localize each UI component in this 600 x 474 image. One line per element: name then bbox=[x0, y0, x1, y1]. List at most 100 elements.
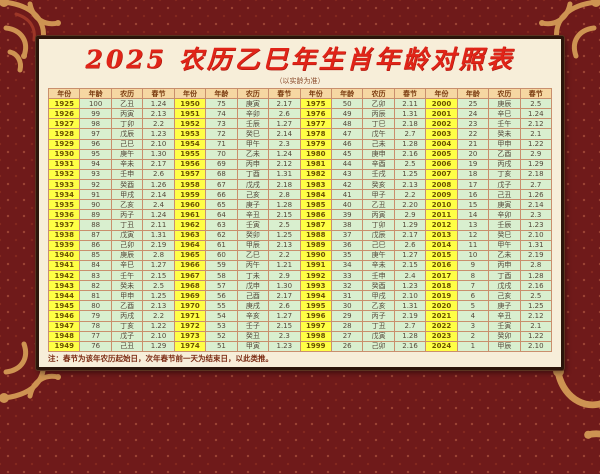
age-cell: 51 bbox=[205, 340, 238, 352]
age-cell: 72 bbox=[205, 128, 238, 140]
year-cell: 1955 bbox=[173, 148, 207, 160]
festival-cell: 2.14 bbox=[268, 128, 301, 140]
festival-cell: 2.5 bbox=[519, 98, 552, 110]
ganzhi-cell: 癸巳 bbox=[488, 229, 521, 241]
ganzhi-cell: 辛酉 bbox=[362, 158, 395, 170]
table-row: 1947 78 丁亥 1.22 1972 53 壬子 2.15 1997 28 丁丑 2.7 2022 3… bbox=[48, 320, 552, 332]
table-row: 1928 97 戊辰 1.23 1953 72 癸巳 2.14 1978 47 戊午 2.7 2003 2… bbox=[48, 128, 552, 140]
festival-cell: 2.5 bbox=[519, 290, 552, 302]
ganzhi-cell: 戊子 bbox=[110, 330, 144, 342]
ganzhi-cell: 乙亥 bbox=[110, 199, 144, 211]
poster-panel: 2025 农历乙巳年生肖年龄对照表 （以实龄为准） 年份 年龄 农历 春节 年份 年龄 农历… bbox=[36, 36, 564, 370]
year-cell: 2005 bbox=[425, 148, 458, 160]
year-cell: 1928 bbox=[48, 128, 81, 140]
festival-cell: 2.12 bbox=[268, 158, 301, 170]
festival-cell: 2.6 bbox=[268, 108, 301, 120]
ganzhi-cell: 壬申 bbox=[110, 168, 144, 180]
ganzhi-cell: 甲戌 bbox=[362, 290, 395, 302]
table-row: 1945 80 乙酉 2.13 1970 55 庚戌 2.6 1995 30 乙亥 1.31 2020 5… bbox=[48, 300, 552, 312]
festival-cell: 1.27 bbox=[142, 259, 175, 271]
ganzhi-cell: 丙子 bbox=[362, 310, 395, 322]
festival-cell: 2.20 bbox=[393, 199, 427, 211]
age-cell: 24 bbox=[456, 108, 490, 120]
year-cell: 1993 bbox=[299, 280, 332, 292]
year-cell: 1970 bbox=[173, 300, 207, 312]
year-cell: 1981 bbox=[299, 158, 332, 170]
ganzhi-cell: 丁未 bbox=[236, 269, 270, 282]
ganzhi-cell: 辛巳 bbox=[488, 108, 521, 120]
festival-cell: 1.28 bbox=[393, 330, 427, 342]
age-cell: 12 bbox=[456, 229, 490, 241]
age-cell: 92 bbox=[79, 178, 112, 191]
year-cell: 1950 bbox=[173, 98, 207, 110]
year-cell: 1957 bbox=[173, 168, 207, 180]
ganzhi-cell: 乙卯 bbox=[362, 98, 395, 110]
ganzhi-cell: 丙寅 bbox=[110, 108, 144, 120]
age-cell: 100 bbox=[79, 98, 112, 110]
festival-cell: 2.9 bbox=[268, 269, 301, 282]
ganzhi-cell: 辛卯 bbox=[488, 209, 521, 221]
age-cell: 78 bbox=[79, 320, 112, 332]
ganzhi-cell: 辛亥 bbox=[236, 310, 270, 322]
year-cell: 1975 bbox=[299, 98, 332, 110]
year-cell: 1988 bbox=[299, 229, 332, 241]
year-cell: 2022 bbox=[425, 320, 458, 332]
festival-cell: 2.16 bbox=[393, 340, 427, 352]
table-row: 1936 89 丙子 1.24 1961 64 辛丑 2.15 1986 39 丙寅 2.9 2011 1… bbox=[48, 209, 552, 221]
festival-cell: 2.11 bbox=[393, 98, 427, 110]
festival-cell: 1.31 bbox=[393, 300, 427, 312]
age-cell: 53 bbox=[205, 320, 238, 332]
festival-cell: 1.31 bbox=[142, 229, 175, 241]
age-cell: 98 bbox=[79, 118, 112, 130]
ganzhi-cell: 庚戌 bbox=[236, 300, 270, 312]
age-cell: 20 bbox=[456, 148, 490, 160]
column-header: 年份 bbox=[173, 88, 207, 100]
ganzhi-cell: 庚午 bbox=[110, 148, 144, 160]
age-cell: 37 bbox=[330, 229, 364, 241]
ganzhi-cell: 戊午 bbox=[362, 128, 395, 140]
festival-cell: 2.14 bbox=[142, 189, 175, 201]
year-cell: 2001 bbox=[425, 108, 458, 120]
table-row: 1932 93 壬申 2.6 1957 68 丁酉 1.31 1982 43 壬戌 1.25 2007 1… bbox=[48, 168, 552, 180]
age-cell: 48 bbox=[330, 118, 364, 130]
column-header: 年龄 bbox=[79, 88, 112, 100]
ganzhi-cell: 乙丑 bbox=[362, 199, 395, 211]
year-cell: 1930 bbox=[48, 148, 81, 160]
age-cell: 94 bbox=[79, 158, 112, 170]
table-row: 1935 90 乙亥 2.4 1960 65 庚子 1.28 1985 40 乙丑 2.20 2010 1… bbox=[48, 199, 552, 211]
column-header: 春节 bbox=[519, 88, 552, 100]
ganzhi-cell: 壬辰 bbox=[488, 219, 521, 231]
ganzhi-cell: 己卯 bbox=[110, 239, 144, 251]
year-cell: 1986 bbox=[299, 209, 332, 221]
ganzhi-cell: 辛丑 bbox=[488, 310, 521, 322]
ganzhi-cell: 辛丑 bbox=[236, 209, 270, 221]
festival-cell: 1.27 bbox=[268, 118, 301, 130]
festival-cell: 2.19 bbox=[142, 239, 175, 251]
festival-cell: 2.6 bbox=[142, 168, 175, 180]
festival-cell: 1.29 bbox=[142, 340, 175, 352]
festival-cell: 2.10 bbox=[519, 229, 552, 241]
table-row: 1944 81 甲申 1.25 1969 56 己酉 2.17 1994 31 甲戌 2.10 2019… bbox=[48, 290, 552, 302]
ganzhi-cell: 癸酉 bbox=[110, 178, 144, 191]
festival-cell: 1.22 bbox=[519, 330, 552, 342]
year-cell: 1948 bbox=[48, 330, 81, 342]
ganzhi-cell: 丙申 bbox=[488, 259, 521, 271]
ganzhi-cell: 癸未 bbox=[110, 280, 144, 292]
age-cell: 33 bbox=[330, 269, 364, 282]
ganzhi-cell: 戊子 bbox=[488, 178, 521, 191]
age-cell: 66 bbox=[205, 189, 238, 201]
ganzhi-cell: 壬午 bbox=[110, 269, 144, 282]
age-cell: 4 bbox=[456, 310, 490, 322]
age-cell: 17 bbox=[456, 178, 490, 191]
year-cell: 1980 bbox=[299, 148, 332, 160]
year-cell: 2015 bbox=[425, 249, 458, 261]
festival-cell: 2.9 bbox=[519, 148, 552, 160]
ganzhi-cell: 丁酉 bbox=[488, 269, 521, 282]
year-cell: 1985 bbox=[299, 199, 332, 211]
ganzhi-cell: 丁亥 bbox=[110, 320, 144, 332]
ganzhi-cell: 己卯 bbox=[362, 340, 395, 352]
year-cell: 1929 bbox=[48, 138, 81, 150]
festival-cell: 1.31 bbox=[268, 168, 301, 180]
age-cell: 46 bbox=[330, 138, 364, 150]
footnote: 注：春节为该年农历起始日，次年春节前一天为结束日，以此类推。 bbox=[48, 354, 273, 363]
